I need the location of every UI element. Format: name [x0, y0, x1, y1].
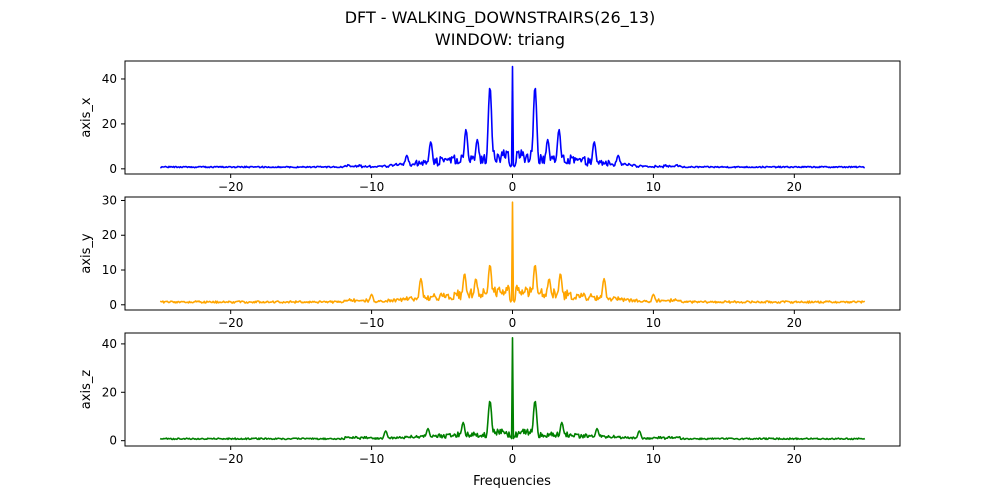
x-tick-label: 0: [509, 316, 517, 330]
y-tick-label: 0: [109, 162, 117, 176]
subplot-axis-z: −20 −10 0 10 20 0 20 40 axis_z: [79, 332, 901, 466]
y-tick-label: 30: [102, 193, 117, 207]
y-tick-label: 0: [109, 298, 117, 312]
y-tick-label: 40: [102, 337, 117, 351]
x-tick-label: 10: [646, 316, 661, 330]
x-tick-label: −10: [359, 180, 384, 194]
x-tick-label: 20: [787, 316, 802, 330]
subplot-axis-y: −20 −10 0 10 20 0 10 20 30 axis_y: [79, 193, 901, 330]
y-tick-label: 20: [102, 228, 117, 242]
y-axis-label: axis_z: [79, 370, 94, 410]
x-tick-label: 0: [509, 180, 517, 194]
y-tick-label: 0: [109, 434, 117, 448]
x-tick-label: −20: [218, 452, 243, 466]
x-tick-label: 10: [646, 180, 661, 194]
x-tick-label: −10: [359, 316, 384, 330]
y-tick-label: 10: [102, 263, 117, 277]
x-tick-label: 20: [787, 180, 802, 194]
subplot-axis-x: −20 −10 0 10 20 0 20 40 axis_x: [79, 60, 901, 194]
y-tick-label: 40: [102, 72, 117, 86]
y-axis-label: axis_y: [79, 233, 94, 274]
x-tick-label: −10: [359, 452, 384, 466]
chart-title: DFT - WALKING_DOWNSTRAIRS(26_13): [344, 8, 656, 27]
x-tick-label: 20: [787, 452, 802, 466]
y-tick-label: 20: [102, 117, 117, 131]
y-tick-label: 20: [102, 385, 117, 399]
chart-subtitle: WINDOW: triang: [434, 30, 566, 49]
x-tick-label: −20: [218, 180, 243, 194]
x-axis-label: Frequencies: [473, 474, 551, 489]
series-line-axis_x: [160, 65, 865, 169]
x-tick-label: 10: [646, 452, 661, 466]
x-tick-label: 0: [509, 452, 517, 466]
series-line-axis_y: [159, 201, 866, 304]
series-line-axis_z: [159, 337, 866, 441]
y-axis-label: axis_x: [79, 97, 94, 138]
x-tick-label: −20: [218, 316, 243, 330]
